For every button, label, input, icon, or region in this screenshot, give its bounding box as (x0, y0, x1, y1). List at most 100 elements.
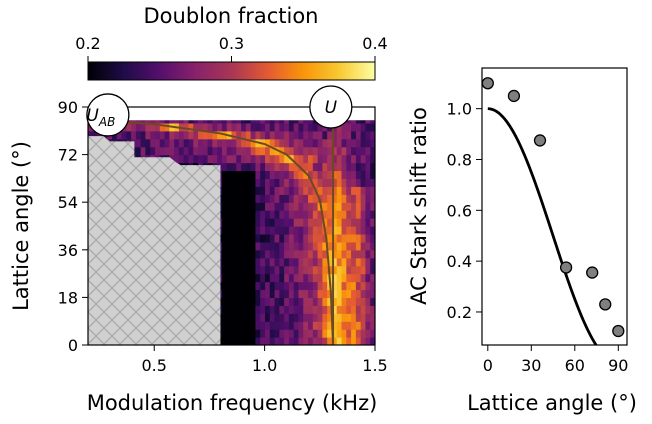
heatmap-cell (236, 130, 242, 140)
heatmap-cell (250, 170, 257, 179)
heatmap-cell (327, 257, 333, 267)
heatmap-cell (226, 202, 233, 211)
heatmap-cell (178, 130, 185, 140)
heatmap-cell (221, 226, 228, 235)
heatmap-cell (221, 337, 228, 345)
heatmap-cell (331, 178, 338, 187)
heatmap-cell (293, 313, 300, 322)
heatmap-cell (279, 154, 285, 164)
heatmap-cell (250, 202, 257, 211)
heatmap-cell (308, 138, 314, 148)
heatmap-cell (236, 178, 242, 187)
heatmap-cell (140, 138, 146, 148)
fit-curve (487, 107, 598, 345)
heatmap-cell (308, 289, 314, 298)
heatmap-cell (288, 146, 295, 156)
heatmap-cell (245, 313, 252, 322)
heatmap-cell (245, 273, 252, 283)
heatmap-cell (355, 257, 362, 267)
heatmap-cell (217, 138, 223, 148)
heatmap-cell (346, 154, 352, 164)
heatmap-cell (351, 233, 357, 243)
heatmap-cell (351, 122, 357, 132)
heatmap-cell (370, 265, 375, 275)
heatmap-cell (164, 146, 170, 156)
heatmap-cell (274, 257, 280, 267)
heatmap-cell (169, 146, 175, 156)
heatmap-cell (341, 130, 347, 140)
heatmap-cell (284, 273, 290, 283)
heatmap-cell (327, 210, 333, 219)
heatmap-cell (217, 146, 223, 156)
heatmap-cell (336, 210, 343, 219)
heatmap-cell (260, 178, 266, 187)
heatmap-cell (365, 305, 371, 314)
heatmap-cell (269, 218, 276, 227)
heatmap-cell (260, 265, 266, 275)
heatmap-cell (346, 297, 352, 306)
heatmap-cell (221, 186, 228, 195)
heatmap-cell (250, 337, 257, 345)
heatmap-cell (331, 146, 338, 156)
heatmap-cell (308, 162, 314, 172)
heatmap-cell (341, 329, 347, 338)
heatmap-cell (293, 321, 300, 330)
heatmap-cell (288, 202, 295, 211)
heatmap-cell (245, 337, 252, 345)
heatmap-cell (226, 178, 233, 187)
heatmap-cell (322, 202, 328, 211)
heatmap-cell (317, 178, 323, 187)
heatmap-cell (312, 297, 319, 306)
heatmap-cell (322, 186, 328, 195)
heatmap-cell (351, 138, 357, 148)
heatmap-cell (260, 122, 266, 132)
heatmap-cell (346, 337, 352, 345)
heatmap-cell (188, 130, 194, 140)
heatmap-cell (245, 162, 252, 172)
heatmap-cell (370, 162, 375, 172)
heatmap-cell (159, 130, 166, 140)
heatmap-cell (346, 289, 352, 298)
heatmap-cell (193, 154, 199, 164)
heatmap-cell (351, 186, 357, 195)
heatmap-cell (346, 202, 352, 211)
heatmap-cell (198, 138, 204, 148)
heatmap-cell (241, 226, 247, 235)
heatmap-cell (231, 249, 237, 259)
heatmap-cell (269, 249, 276, 259)
heatmap-cell (327, 186, 333, 195)
heatmap-cell (241, 305, 247, 314)
heatmap-cell (370, 329, 375, 338)
heatmap-cell (346, 265, 352, 275)
heatmap-cell (312, 313, 319, 322)
heatmap-cell (303, 146, 309, 156)
heatmap-cell (288, 186, 295, 195)
heatmap-cell (198, 130, 204, 140)
heatmap-cell (312, 170, 319, 179)
heatmap-cell (322, 130, 328, 140)
heatmap-cell (241, 297, 247, 306)
colorbar-tick-label: 0.2 (75, 34, 100, 53)
heatmap-cell (231, 297, 237, 306)
heatmap-cell (193, 130, 199, 140)
annotation-0: UAB (86, 93, 130, 137)
heatmap-cell (241, 162, 247, 172)
heatmap-cell (331, 210, 338, 219)
heatmap-cell (312, 202, 319, 211)
heatmap-cell (269, 178, 276, 187)
heatmap-cell (370, 194, 375, 203)
heatmap-cell (336, 130, 343, 140)
heatmap-cell (255, 257, 261, 267)
heatmap-cell (174, 146, 180, 156)
heatmap-cell (274, 194, 280, 203)
heatmap-cell (279, 289, 285, 298)
heatmap-cell (303, 281, 309, 291)
heatmap-cell (231, 337, 237, 345)
heatmap-cell (370, 305, 375, 314)
heatmap-cell (303, 226, 309, 235)
ridge-curve-0 (92, 119, 335, 345)
heatmap-cell (288, 130, 295, 140)
heatmap-cell (331, 305, 338, 314)
heatmap-cell (284, 297, 290, 306)
heatmap-cell (293, 154, 300, 164)
